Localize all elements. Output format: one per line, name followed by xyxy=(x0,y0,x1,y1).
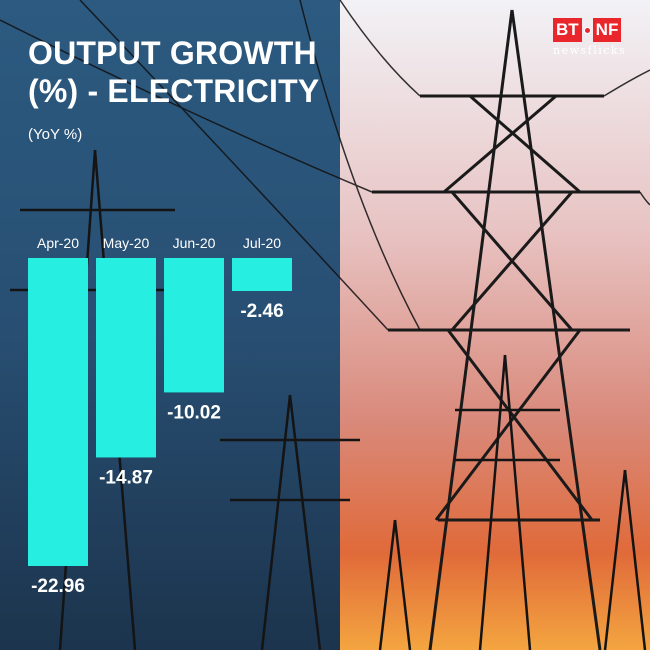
logo-subtitle: newsflicks xyxy=(553,44,627,57)
category-label: Jul-20 xyxy=(243,235,281,251)
logo-dot-icon xyxy=(583,26,591,34)
bar-may-20 xyxy=(96,258,156,458)
title-line-1: OUTPUT GROWTH xyxy=(28,35,317,71)
data-label: -10.02 xyxy=(167,402,221,423)
unit-label: (YoY %) xyxy=(28,126,83,143)
category-label: May-20 xyxy=(103,235,150,251)
bar-apr-20 xyxy=(28,258,88,566)
bar-jun-20 xyxy=(164,258,224,393)
bar-jul-20 xyxy=(232,258,292,291)
category-label: Apr-20 xyxy=(37,235,79,251)
data-label: -22.96 xyxy=(31,576,85,597)
data-label: -2.46 xyxy=(240,301,283,322)
data-label: -14.87 xyxy=(99,467,153,488)
logo-left-text: BT xyxy=(553,18,582,42)
category-label: Jun-20 xyxy=(173,235,216,251)
title-line-2: (%) - ELECTRICITY xyxy=(28,73,320,109)
chart-title: OUTPUT GROWTH (%) - ELECTRICITY xyxy=(28,34,319,110)
brand-logo: BT NF newsflicks xyxy=(553,18,635,64)
logo-right-text: NF xyxy=(592,18,622,42)
